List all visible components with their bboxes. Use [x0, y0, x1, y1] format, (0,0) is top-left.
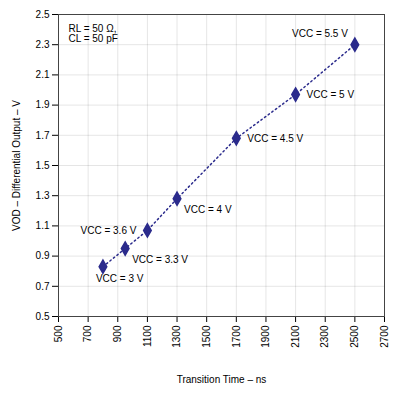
svg-text:1.3: 1.3: [36, 190, 50, 201]
svg-text:0.9: 0.9: [36, 250, 50, 261]
svg-text:VCC = 3 V: VCC = 3 V: [96, 273, 144, 284]
svg-text:1.1: 1.1: [36, 220, 50, 231]
svg-text:1300: 1300: [171, 325, 182, 348]
svg-text:0.7: 0.7: [36, 281, 50, 292]
svg-text:1500: 1500: [201, 325, 212, 348]
svg-text:2.5: 2.5: [36, 9, 50, 20]
svg-text:2700: 2700: [379, 325, 390, 348]
svg-text:2500: 2500: [349, 325, 360, 348]
svg-text:VOD – Differential Output – V: VOD – Differential Output – V: [11, 100, 22, 231]
svg-text:700: 700: [82, 325, 93, 342]
svg-text:900: 900: [112, 325, 123, 342]
svg-text:RL = 50 Ω,CL = 50 pF: RL = 50 Ω,CL = 50 pF: [69, 23, 118, 44]
svg-text:0.5: 0.5: [36, 311, 50, 322]
svg-text:VCC = 5 V: VCC = 5 V: [307, 89, 355, 100]
svg-text:1.5: 1.5: [36, 160, 50, 171]
svg-text:1700: 1700: [231, 325, 242, 348]
svg-text:2.3: 2.3: [36, 39, 50, 50]
svg-text:VCC = 4.5 V: VCC = 4.5 V: [247, 133, 303, 144]
svg-text:VCC = 3.6 V: VCC = 3.6 V: [81, 225, 137, 236]
svg-text:VCC = 4 V: VCC = 4 V: [184, 204, 232, 215]
svg-text:2300: 2300: [319, 325, 330, 348]
svg-text:Transition Time – ns: Transition Time – ns: [177, 374, 267, 385]
svg-text:VCC = 5.5 V: VCC = 5.5 V: [292, 28, 348, 39]
svg-text:1100: 1100: [142, 325, 153, 347]
svg-text:1.7: 1.7: [36, 130, 50, 141]
svg-text:VCC = 3.3 V: VCC = 3.3 V: [132, 254, 188, 265]
svg-text:1.9: 1.9: [36, 99, 50, 110]
svg-text:1900: 1900: [260, 325, 271, 348]
svg-text:2100: 2100: [290, 325, 301, 348]
svg-text:500: 500: [53, 325, 64, 342]
svg-text:2.1: 2.1: [36, 69, 50, 80]
